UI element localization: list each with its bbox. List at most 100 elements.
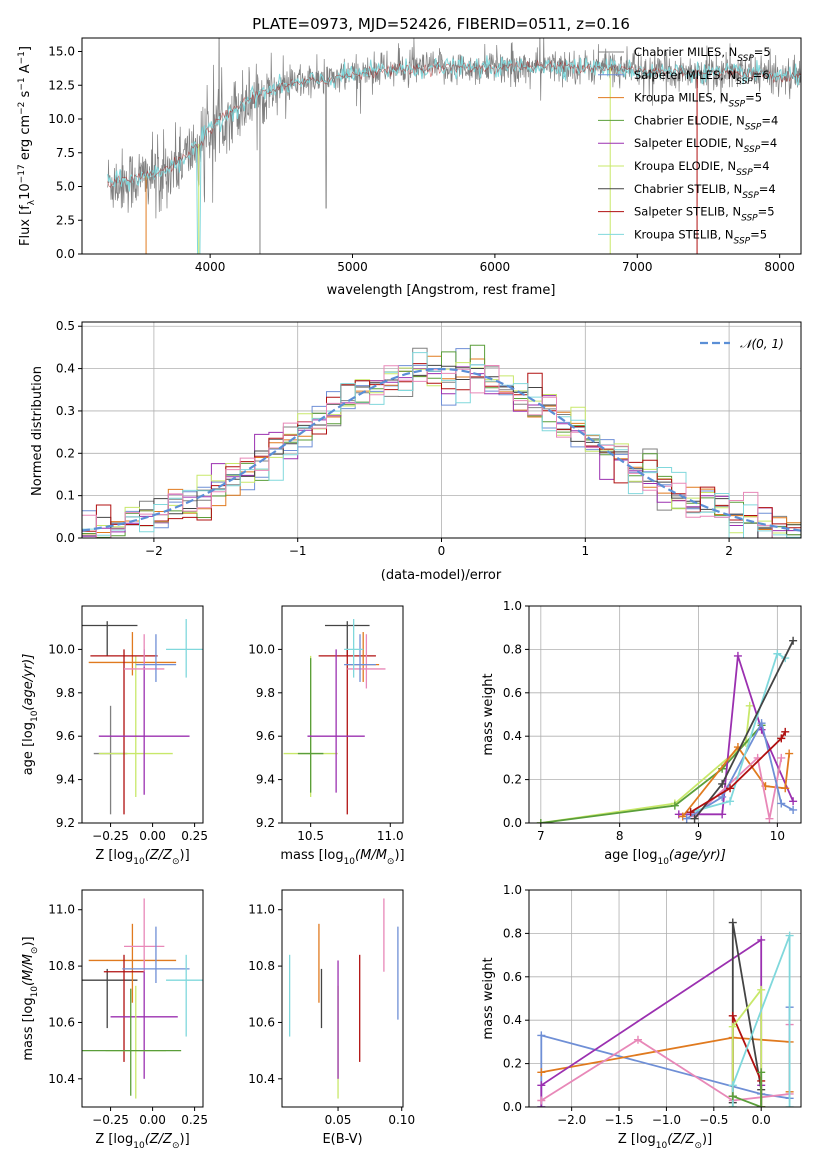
x-tick-label: 7000: [622, 260, 653, 274]
data-layer: [536, 636, 798, 823]
weight-point-marker: [733, 651, 742, 660]
y-axis-label: age [log10(age/yr)]: [21, 654, 40, 776]
y-tick-label: 10.6: [48, 1015, 75, 1029]
y-tick-label: 10.8: [248, 959, 275, 973]
axes-frame: [528, 605, 802, 824]
y-axis-label-part: 10: [30, 710, 40, 722]
y-axis-label-part: A: [18, 64, 33, 77]
y-tick-label: 0.4: [56, 362, 75, 376]
x-tick-label: 11.0: [377, 829, 404, 843]
legend-entry: Chabrier MILES, NSSP=5: [634, 45, 771, 64]
legend-entry: Kroupa ELODIE, NSSP=4: [634, 159, 770, 178]
weight-point-marker: [633, 1035, 642, 1044]
x-tick-label: 2: [725, 544, 733, 558]
x-axis-label-part: ⊙: [172, 857, 180, 867]
y-tick-label: 0.1: [56, 489, 75, 503]
y-tick-label: 0.2: [56, 446, 75, 460]
weight-point-marker: [781, 784, 790, 793]
grid: [529, 889, 801, 1108]
x-axis-label: mass [log10(M/M⊙)]: [280, 848, 404, 867]
x-axis-label-part: (age/yr)]: [669, 848, 726, 863]
y-tick-label: 10.4: [48, 1072, 75, 1086]
x-tick-label: 6000: [480, 260, 511, 274]
legend-entry-part: =5: [758, 205, 775, 219]
legend-entry: Chabrier STELIB, NSSP=4: [634, 182, 776, 201]
y-axis-label-part: 10: [30, 986, 40, 998]
legend-entry-part: =5: [745, 91, 762, 105]
legend-entry-part: SSP: [745, 122, 762, 132]
weight-point-marker: [682, 814, 691, 823]
y-tick-label: 9.6: [256, 729, 275, 743]
y-tick-label: 11.0: [248, 903, 275, 917]
y-axis-label: Flux [fλ10−17 erg cm−2 s−1 A−1]: [17, 46, 37, 246]
weight-point-marker: [785, 1103, 794, 1107]
x-tick-label: 10.5: [297, 829, 324, 843]
legend-entry-part: =4: [759, 182, 776, 196]
x-axis-label-part: )]: [702, 1132, 712, 1147]
legend-entry-part: =5: [750, 227, 767, 241]
legend-entry-part: =4: [761, 113, 778, 127]
x-axis-label-part: Z [log: [95, 1132, 133, 1147]
y-tick-label: 0.4: [503, 729, 522, 743]
weight-point-marker: [757, 719, 766, 728]
legend-entry-part: SSP: [741, 214, 758, 224]
x-axis-label-part: (Z/Z: [667, 1132, 695, 1147]
y-axis-label-part: )]: [21, 936, 36, 946]
y-axis-label: mass weight: [481, 957, 496, 1039]
x-axis-label-part: )]: [180, 848, 190, 863]
y-tick-label: 9.8: [256, 686, 275, 700]
axes-frame: [528, 889, 802, 1108]
x-axis-label: E(B-V): [322, 1132, 362, 1147]
legend-entry-part: Salpeter STELIB, N: [634, 205, 741, 219]
x-tick-label: −2.0: [557, 1113, 586, 1127]
y-tick-label: 9.4: [256, 773, 275, 787]
x-tick-label: 0.25: [181, 829, 208, 843]
normal-curve: [82, 367, 801, 532]
y-axis-label-part: ]: [18, 46, 33, 51]
y-tick-label: 0.2: [503, 773, 522, 787]
weight-series-line: [678, 655, 794, 816]
legend-entry: Kroupa MILES, NSSP=5: [634, 91, 762, 110]
y-axis-label-part: (M/M: [21, 954, 36, 986]
plot-age_vs_Z: −0.25 0.00 0.259.29.49.69.810.0Z [log10(Z/…: [21, 605, 208, 867]
y-tick-label: 0.3: [56, 404, 75, 418]
y-tick-label: 9.8: [56, 686, 75, 700]
legend-entry-part: Salpeter MILES, N: [634, 68, 736, 82]
x-axis-label: (data-model)/error: [381, 568, 502, 583]
weight-point-marker: [537, 1068, 546, 1077]
y-tick-label: 10.0: [48, 112, 75, 126]
y-axis-label-part: λ: [27, 199, 37, 205]
axes-frame: [281, 889, 404, 1108]
x-axis-label-part: Z [log: [618, 1132, 656, 1147]
weight-point-marker: [757, 1068, 766, 1077]
weight-point-marker: [728, 1081, 737, 1090]
weight-point-marker: [789, 797, 798, 806]
legend-entry-part: SSP: [744, 145, 761, 155]
y-tick-label: 9.4: [56, 773, 75, 787]
weight-point-marker: [745, 701, 754, 710]
x-axis-label-part: (Z/Z: [145, 848, 173, 863]
y-tick-label: 11.0: [48, 903, 75, 917]
spectrum-data-line: [107, 38, 801, 219]
y-axis-label-part: −17: [17, 164, 27, 183]
data-layer: [82, 344, 801, 538]
y-axis-label-part: −2: [17, 102, 27, 115]
weight-point-marker: [773, 649, 782, 658]
y-axis-label-part: s: [18, 90, 33, 101]
legend-entry-part: Chabrier MILES, N: [634, 45, 737, 59]
x-tick-label: 0.0: [752, 1113, 771, 1127]
y-axis-label: mass weight: [481, 673, 496, 755]
y-tick-label: 12.5: [48, 78, 75, 92]
weight-point-marker: [728, 1092, 737, 1101]
x-axis-label-part: mass [log: [280, 848, 343, 863]
legend-entry-part: Chabrier ELODIE, N: [634, 113, 745, 127]
histogram-series: [82, 365, 801, 538]
x-axis-label-part: ⊙: [172, 1141, 180, 1151]
weight-point-marker: [718, 810, 727, 819]
legend-entry: Salpeter MILES, NSSP=6: [634, 68, 770, 87]
y-tick-label: 0.0: [56, 531, 75, 545]
weight-point-marker: [785, 931, 794, 940]
y-tick-label: 9.2: [56, 816, 75, 830]
